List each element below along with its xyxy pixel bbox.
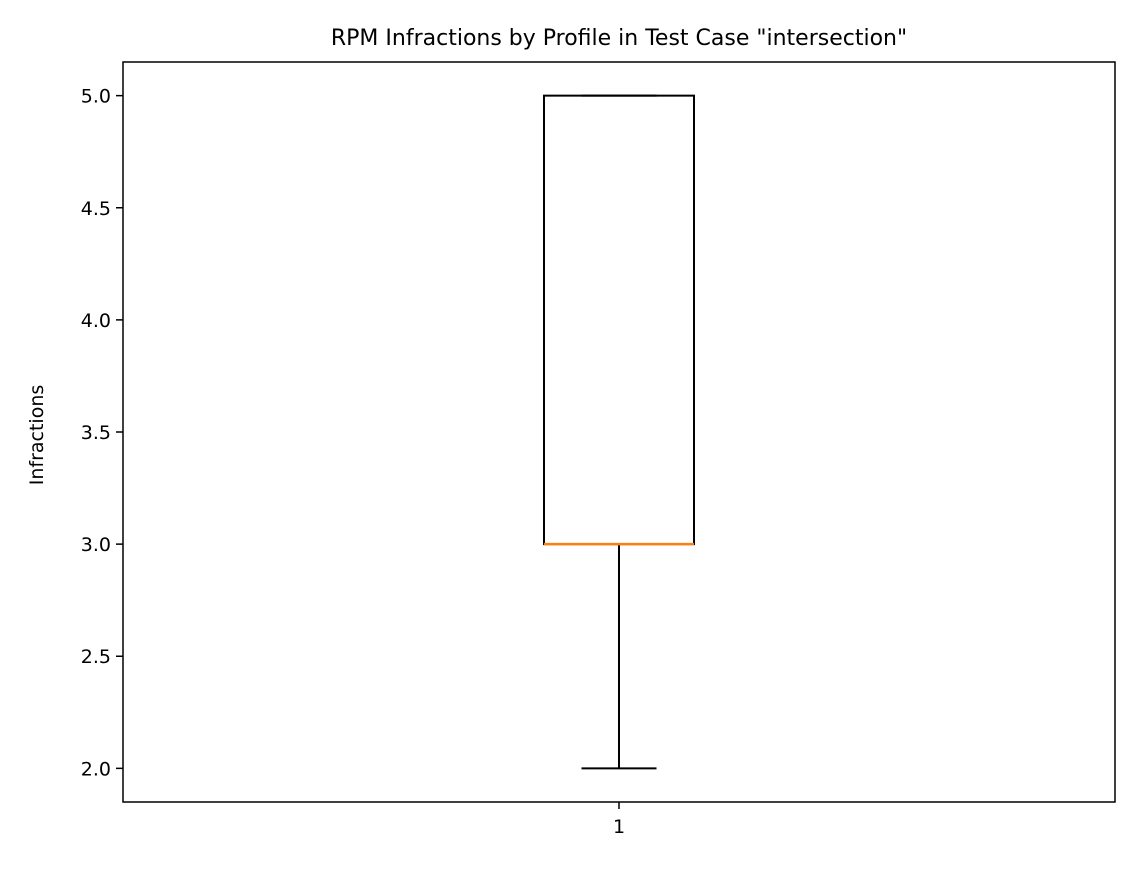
x-tick-label: 1 xyxy=(613,816,625,838)
y-tick-label: 3.5 xyxy=(81,422,111,444)
y-tick-label: 3.0 xyxy=(81,534,111,556)
y-tick-label: 2.5 xyxy=(81,646,111,668)
y-axis: 2.0 2.5 3.0 3.5 4.0 4.5 5.0 xyxy=(81,86,123,780)
x-axis: 1 xyxy=(613,802,625,838)
y-tick-label: 4.0 xyxy=(81,310,111,332)
plot-area-frame xyxy=(122,61,1116,803)
y-axis-label: Infractions xyxy=(26,385,48,486)
y-tick-label: 5.0 xyxy=(81,86,111,108)
y-tick-label: 2.0 xyxy=(81,758,111,780)
chart-title: RPM Infractions by Profile in Test Case … xyxy=(331,26,907,51)
box-plot-series xyxy=(543,94,695,770)
y-tick-label: 4.5 xyxy=(81,198,111,220)
